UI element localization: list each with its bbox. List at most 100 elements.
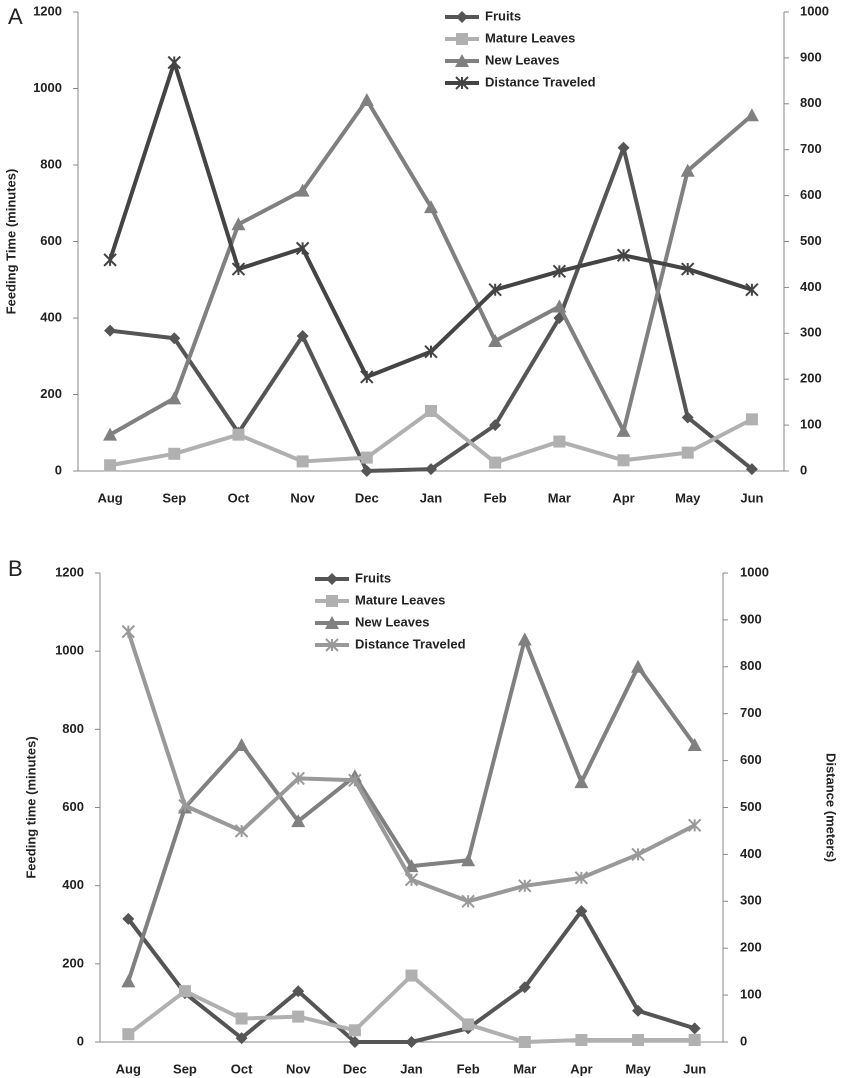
marker <box>296 455 309 468</box>
y2-tick-label: 400 <box>800 279 822 294</box>
marker <box>681 262 695 276</box>
series-line <box>127 973 695 1044</box>
y2-tick-label: 300 <box>740 893 762 908</box>
x-tick-label: Oct <box>231 1061 253 1076</box>
x-tick-label: Apr <box>570 1061 592 1076</box>
marker <box>517 632 532 646</box>
marker <box>456 33 468 45</box>
marker <box>234 737 249 751</box>
y2-tick-label: 100 <box>740 987 762 1002</box>
marker <box>404 873 419 887</box>
x-tick-label: May <box>675 490 701 505</box>
marker <box>168 447 181 460</box>
marker <box>745 463 758 476</box>
y2-tick-label: 900 <box>800 49 822 64</box>
marker <box>575 1034 588 1047</box>
marker <box>231 262 246 276</box>
marker <box>292 985 305 998</box>
marker <box>103 253 117 267</box>
marker <box>680 163 695 177</box>
marker <box>462 1018 475 1031</box>
marker <box>325 638 339 652</box>
y-tick-label: 1000 <box>33 80 62 95</box>
y2-tick-label: 600 <box>740 752 762 767</box>
x-tick-label: Jan <box>400 1061 422 1076</box>
marker <box>518 1036 531 1048</box>
marker <box>295 241 310 256</box>
marker <box>168 332 181 345</box>
marker <box>348 773 362 788</box>
marker <box>424 344 438 359</box>
y-tick-label: 400 <box>62 877 84 892</box>
chart: B 0 200 400 600 800 1000 1200 0 100 200 300 400 500 60… <box>8 556 839 1077</box>
legend-label: New Leaves <box>485 52 559 67</box>
panel-label: B <box>8 556 23 581</box>
y2-tick-label: 500 <box>800 233 822 248</box>
x-tick-label: Jun <box>683 1061 706 1076</box>
x-tick-label: Feb <box>484 490 507 505</box>
marker <box>461 853 476 867</box>
marker <box>103 427 118 441</box>
marker <box>575 905 588 918</box>
marker <box>348 1036 361 1048</box>
marker <box>404 859 419 873</box>
y-tick-label: 800 <box>62 721 84 736</box>
marker <box>688 1034 701 1047</box>
marker <box>122 1028 135 1041</box>
marker <box>518 981 531 994</box>
x-tick-label: Dec <box>343 1061 367 1076</box>
x-tick-label: Jan <box>420 490 442 505</box>
marker <box>617 454 630 467</box>
marker <box>574 871 589 885</box>
x-tick-label: Aug <box>116 1061 141 1076</box>
marker <box>167 55 181 70</box>
marker <box>326 573 338 585</box>
y2-tick-label: 600 <box>800 187 822 202</box>
y2-tick-label: 800 <box>800 95 822 110</box>
y2-tick-label: 1000 <box>800 3 829 18</box>
y-tick-label: 600 <box>40 233 62 248</box>
marker <box>235 1032 248 1045</box>
marker <box>631 847 645 862</box>
marker <box>424 200 438 214</box>
marker <box>617 141 630 154</box>
y-tick-label: 400 <box>40 309 62 324</box>
y2-tick-label: 0 <box>740 1033 747 1048</box>
marker <box>616 248 631 262</box>
y-tick-label: 1000 <box>55 643 84 658</box>
marker <box>231 217 246 231</box>
y-tick-label: 0 <box>55 462 62 477</box>
series-line <box>109 408 753 468</box>
marker <box>681 411 694 424</box>
marker <box>518 879 532 893</box>
legend-label: Mature Leaves <box>355 592 445 607</box>
panel-label: A <box>8 4 23 29</box>
marker <box>687 818 702 833</box>
marker <box>167 391 182 405</box>
marker <box>121 974 136 988</box>
marker <box>325 616 339 629</box>
y-tick-label: 1200 <box>55 564 84 579</box>
legend-label: New Leaves <box>355 614 429 629</box>
marker <box>632 1034 645 1047</box>
marker <box>326 595 338 607</box>
marker <box>553 435 566 448</box>
legend-label: Fruits <box>485 8 521 23</box>
y2-tick-label: 200 <box>740 940 762 955</box>
marker <box>178 798 192 813</box>
x-tick-label: Sep <box>162 490 186 505</box>
marker <box>552 264 567 279</box>
y2-tick-label: 300 <box>800 325 822 340</box>
marker <box>455 54 469 67</box>
legend-label: Mature Leaves <box>485 30 575 45</box>
marker <box>359 92 374 106</box>
x-tick-label: Mar <box>513 1061 536 1076</box>
marker <box>232 428 245 441</box>
y2-axis-title: Distance (meters) <box>824 753 839 862</box>
y2-tick-label: 1000 <box>740 564 769 579</box>
marker <box>455 76 469 90</box>
marker <box>616 423 631 437</box>
y2-tick-label: 0 <box>800 462 807 477</box>
y-tick-label: 0 <box>77 1033 84 1048</box>
y2-tick-label: 400 <box>740 846 762 861</box>
